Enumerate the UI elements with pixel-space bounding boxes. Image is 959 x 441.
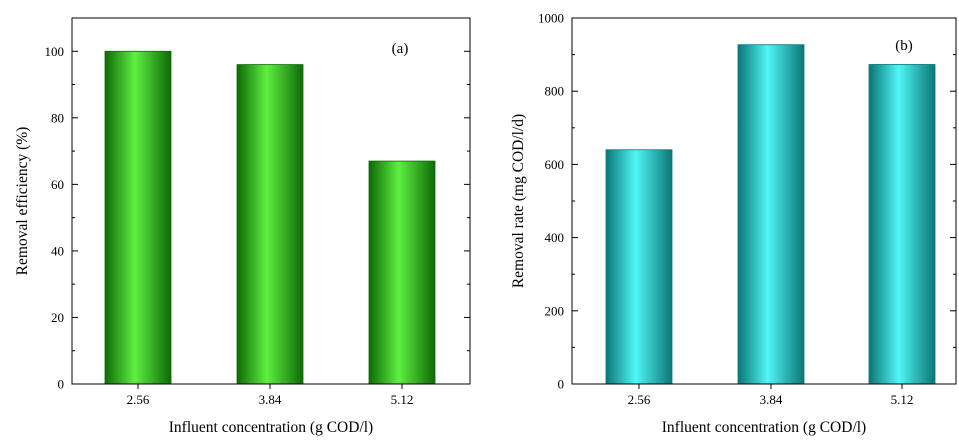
y-tick-label-a-4: 80: [51, 110, 64, 125]
x-ticks-b: 2.56 3.84 5.12: [628, 384, 914, 407]
y-tick-label-a-5: 100: [45, 44, 65, 59]
bar-b-3: [868, 64, 936, 385]
panel-label-a: (a): [392, 41, 409, 57]
y-tick-label-b-4: 800: [545, 84, 565, 99]
x-tick-label-b-1: 3.84: [760, 392, 783, 407]
plot-frame-a: [71, 17, 471, 385]
x-tick-label-b-0: 2.56: [628, 392, 651, 407]
y-ticks-a: 0 20 40 60 80 100: [45, 44, 470, 392]
y-tick-label-a-3: 60: [51, 177, 64, 192]
y-tick-label-a-1: 20: [51, 310, 64, 325]
bars-a: [104, 50, 436, 385]
x-tick-label-a-2: 5.12: [391, 392, 414, 407]
bar-a-3: [368, 160, 436, 385]
bar-b-2: [737, 44, 805, 385]
y-tick-label-b-3: 600: [545, 157, 565, 172]
bar-a-2: [236, 64, 304, 385]
x-tick-label-b-2: 5.12: [891, 392, 914, 407]
y-tick-label-b-5: 1000: [538, 11, 564, 26]
y-ticks-b: 0 200 400 600 800 1000: [538, 11, 956, 392]
x-ticks-a: 2.56 3.84 5.12: [127, 384, 414, 407]
y-axis-title-b: Removal rate (mg COD/l/d): [510, 114, 527, 288]
x-axis-title-b: Influent concentration (g COD/l): [662, 419, 866, 436]
y-tick-label-a-2: 40: [51, 243, 64, 258]
bar-b-1: [605, 149, 673, 385]
bars-b: [605, 44, 936, 385]
x-tick-label-a-1: 3.84: [259, 392, 282, 407]
y-tick-label-b-0: 0: [558, 377, 565, 392]
y-tick-label-a-0: 0: [58, 377, 65, 392]
x-tick-label-a-0: 2.56: [127, 392, 150, 407]
y-axis-title-a: Removal efficiency (%): [14, 127, 31, 276]
bar-a-1: [104, 50, 172, 385]
panel-label-b: (b): [895, 38, 913, 54]
y-tick-label-b-2: 400: [545, 230, 565, 245]
chart-panel-a: 0 20 40 60 80 100 2.56 3.84 5.12 (a) Influent c…: [14, 17, 471, 436]
chart-panel-b: 0 200 400 600 800 1000 2.56 3.84 5.12 (b) Influ…: [510, 11, 957, 436]
y-tick-label-b-1: 200: [545, 303, 565, 318]
x-axis-title-a: Influent concentration (g COD/l): [169, 419, 373, 436]
